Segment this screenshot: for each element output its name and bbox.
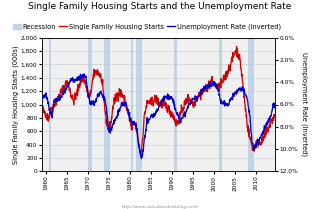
Bar: [247, 38, 254, 171]
Text: http://www.calculatedriskblog.com/: http://www.calculatedriskblog.com/: [121, 205, 199, 209]
Bar: [104, 38, 110, 171]
Text: Single Family Housing Starts and the Unemployment Rate: Single Family Housing Starts and the Une…: [28, 2, 292, 11]
Bar: [88, 38, 92, 171]
Bar: [49, 38, 51, 171]
Bar: [131, 38, 133, 171]
Legend: Recession, Single Family Housing Starts, Unemployment Rate (Inverted): Recession, Single Family Housing Starts,…: [13, 24, 281, 30]
Bar: [174, 38, 177, 171]
Bar: [219, 38, 222, 171]
Y-axis label: Unemployment Rate (Inverted): Unemployment Rate (Inverted): [301, 52, 308, 157]
Bar: [136, 38, 142, 171]
Y-axis label: Single Family Housing Starts (000s): Single Family Housing Starts (000s): [13, 45, 19, 164]
